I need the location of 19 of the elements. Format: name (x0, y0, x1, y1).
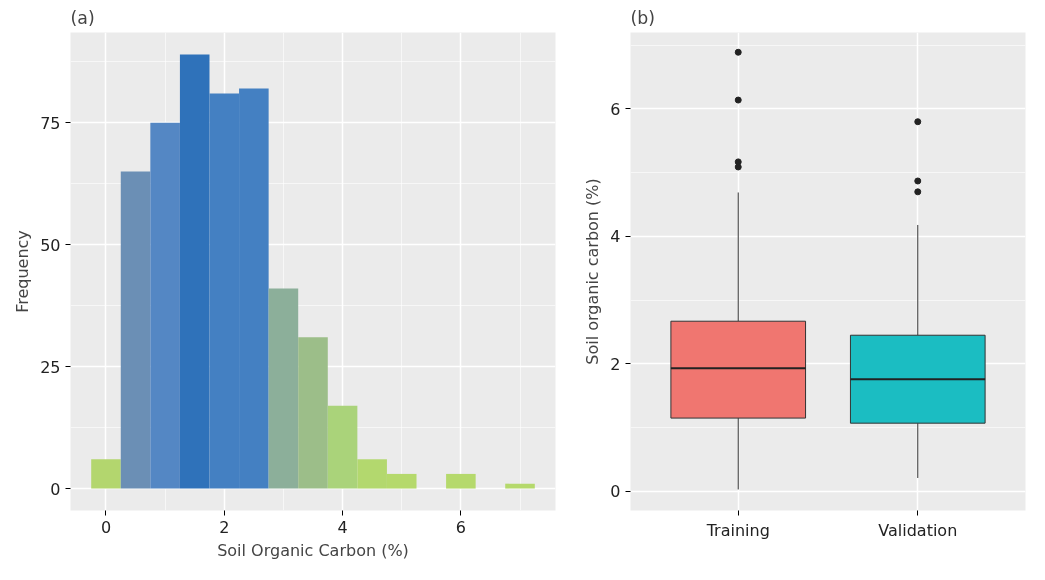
y-tick-label: 0 (610, 482, 621, 502)
x-tick-label: 0 (100, 517, 112, 537)
y-tick-label: 0 (50, 479, 61, 499)
y-tick-label: 25 (40, 357, 61, 377)
x-axis-title: Soil Organic Carbon (%) (217, 540, 409, 560)
x-tick-label: Validation (878, 520, 958, 540)
y-axis-title: Soil organic carbon (%) (583, 178, 603, 365)
chart-title: (b) (630, 7, 656, 28)
y-tick-label: 6 (610, 99, 621, 119)
x-tick-label: 2 (219, 517, 230, 537)
y-tick-label: 2 (610, 354, 621, 374)
y-axis-title: Frequency (13, 230, 33, 313)
y-tick-label: 50 (40, 235, 61, 255)
y-tick-label: 4 (610, 227, 621, 247)
chart-title: (a) (70, 7, 95, 28)
x-tick-label: Training (705, 520, 770, 540)
y-tick-label: 75 (40, 113, 61, 133)
x-tick-label: 4 (337, 517, 348, 537)
x-tick-label: 6 (455, 517, 466, 537)
